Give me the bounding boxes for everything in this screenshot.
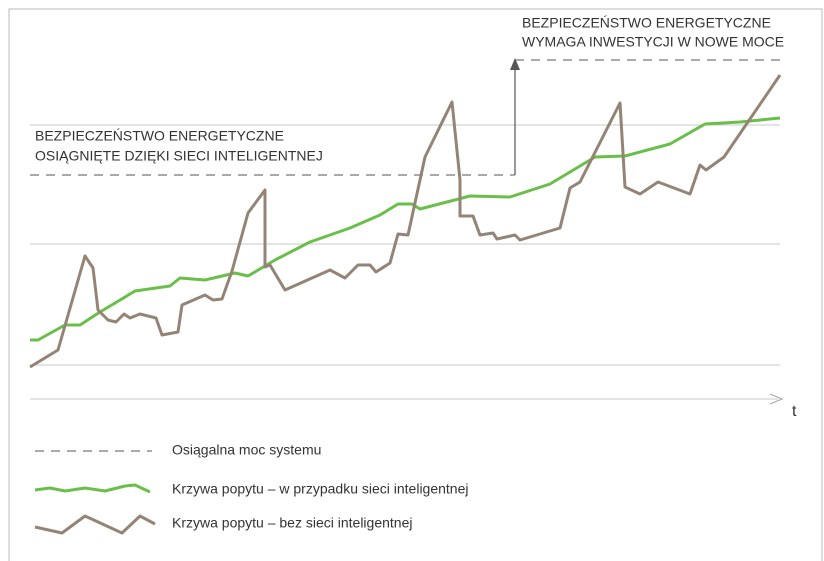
annotation: BEZPIECZEŃSTWO ENERGETYCZNE bbox=[35, 128, 284, 144]
legend-swatch bbox=[34, 514, 156, 535]
legend-label: Osiągalna moc systemu bbox=[172, 442, 321, 458]
annotation: WYMAGA INWESTYCJI W NOWE MOCE bbox=[522, 34, 784, 50]
axis-label: t bbox=[792, 403, 797, 420]
frame bbox=[8, 8, 823, 561]
annotation: OSIĄGNIĘTE DZIĘKI SIECI INTELIGENTNEJ bbox=[35, 148, 323, 164]
arrow-head bbox=[510, 58, 520, 70]
legend-swatch bbox=[34, 483, 151, 494]
annotation: BEZPIECZEŃSTWO ENERGETYCZNE bbox=[522, 15, 771, 31]
legend-label: Krzywa popytu – w przypadku sieci inteli… bbox=[172, 481, 469, 497]
demand-no-smart bbox=[29, 74, 782, 369]
legend-label: Krzywa popytu – bez sieci inteligentnej bbox=[172, 515, 412, 531]
demand-smart bbox=[30, 116, 781, 342]
axis-arrow bbox=[769, 393, 784, 405]
